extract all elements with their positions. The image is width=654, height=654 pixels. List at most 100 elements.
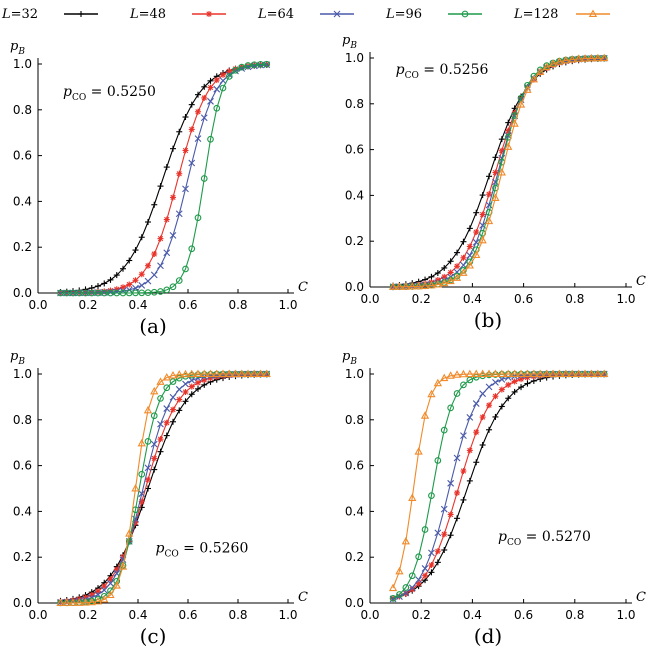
data-point <box>188 383 195 390</box>
data-point <box>434 270 441 277</box>
data-point <box>132 284 139 292</box>
data-point <box>421 565 429 572</box>
data-point <box>145 262 151 269</box>
series-l128 <box>56 369 271 606</box>
data-point <box>479 441 486 448</box>
y-axis-label: pB <box>342 33 357 51</box>
data-point <box>145 476 151 483</box>
y-tick-label: 0.6 <box>345 143 364 157</box>
data-point <box>484 216 494 225</box>
data-point <box>485 383 493 391</box>
data-point <box>524 380 531 387</box>
data-point <box>125 289 133 297</box>
data-point <box>504 142 513 150</box>
data-point <box>505 119 512 126</box>
series-l96 <box>389 54 608 291</box>
legend-label: L=48 <box>129 7 166 22</box>
data-point <box>138 271 145 278</box>
data-point <box>422 572 429 579</box>
data-point <box>163 249 171 257</box>
series-line <box>392 57 605 288</box>
data-point <box>574 54 583 62</box>
data-point <box>195 108 201 115</box>
y-tick-label: 0.0 <box>13 596 32 610</box>
data-point <box>138 234 145 241</box>
data-point <box>529 369 538 377</box>
data-point <box>163 432 170 439</box>
data-point <box>144 289 152 296</box>
series-line <box>392 373 605 599</box>
data-point <box>536 67 545 76</box>
data-point <box>144 438 152 445</box>
data-point <box>523 85 532 93</box>
data-point <box>138 490 146 498</box>
series-line <box>392 57 605 288</box>
data-point <box>169 393 177 401</box>
data-point <box>498 136 505 143</box>
data-point <box>262 369 271 377</box>
x-tick-label: 0.4 <box>463 292 482 306</box>
data-point <box>433 378 442 387</box>
data-point <box>126 257 133 264</box>
data-point <box>250 369 259 377</box>
data-point <box>175 277 183 284</box>
x-tick-label: 1.0 <box>278 298 297 312</box>
data-point <box>580 369 590 377</box>
data-point <box>163 164 170 171</box>
data-point <box>388 583 398 592</box>
data-point <box>243 369 253 377</box>
data-point <box>118 562 128 570</box>
data-point <box>257 61 264 69</box>
data-point <box>434 457 442 464</box>
y-axis-label: pB <box>342 349 357 367</box>
series-line <box>60 373 267 603</box>
data-point <box>452 273 462 281</box>
y-tick-label: 1.0 <box>345 367 364 381</box>
data-point <box>175 385 183 393</box>
y-tick-label: 0.6 <box>345 459 364 473</box>
series-line <box>60 373 267 602</box>
data-point <box>157 395 164 402</box>
data-point <box>459 268 468 276</box>
data-point <box>188 391 195 398</box>
data-point <box>568 369 577 377</box>
data-point <box>157 288 164 295</box>
data-point <box>542 369 551 377</box>
data-point <box>395 282 404 290</box>
data-point <box>150 440 158 448</box>
x-axis-label: C <box>636 274 646 289</box>
data-point <box>107 579 114 587</box>
series-line <box>392 57 605 288</box>
data-point <box>113 289 121 297</box>
y-tick-label: 0.2 <box>345 550 364 564</box>
data-point <box>447 532 454 539</box>
data-point <box>188 101 195 108</box>
data-point <box>440 278 449 287</box>
data-point <box>69 289 77 297</box>
y-tick-label: 0.2 <box>13 240 32 254</box>
data-point <box>505 395 512 402</box>
x-axis-label: C <box>636 590 646 605</box>
data-point <box>194 135 202 142</box>
data-point <box>150 386 159 395</box>
data-point <box>200 369 209 377</box>
y-tick-label: 1.0 <box>13 367 32 381</box>
data-point <box>460 496 467 503</box>
data-point <box>517 96 525 104</box>
data-point <box>408 282 417 290</box>
series-line <box>392 373 605 589</box>
data-point <box>396 593 403 600</box>
y-tick-label: 0.4 <box>13 504 32 518</box>
x-tick-label: 0.2 <box>412 292 431 306</box>
series-l64 <box>389 370 608 603</box>
data-point <box>188 159 196 167</box>
data-point <box>263 60 271 68</box>
data-point <box>107 288 114 296</box>
data-point <box>478 369 487 377</box>
data-point <box>175 370 184 378</box>
data-point <box>100 586 108 594</box>
panel-label: (d) <box>474 624 502 648</box>
data-point <box>225 369 234 377</box>
data-point <box>182 185 189 193</box>
data-point <box>187 369 196 378</box>
